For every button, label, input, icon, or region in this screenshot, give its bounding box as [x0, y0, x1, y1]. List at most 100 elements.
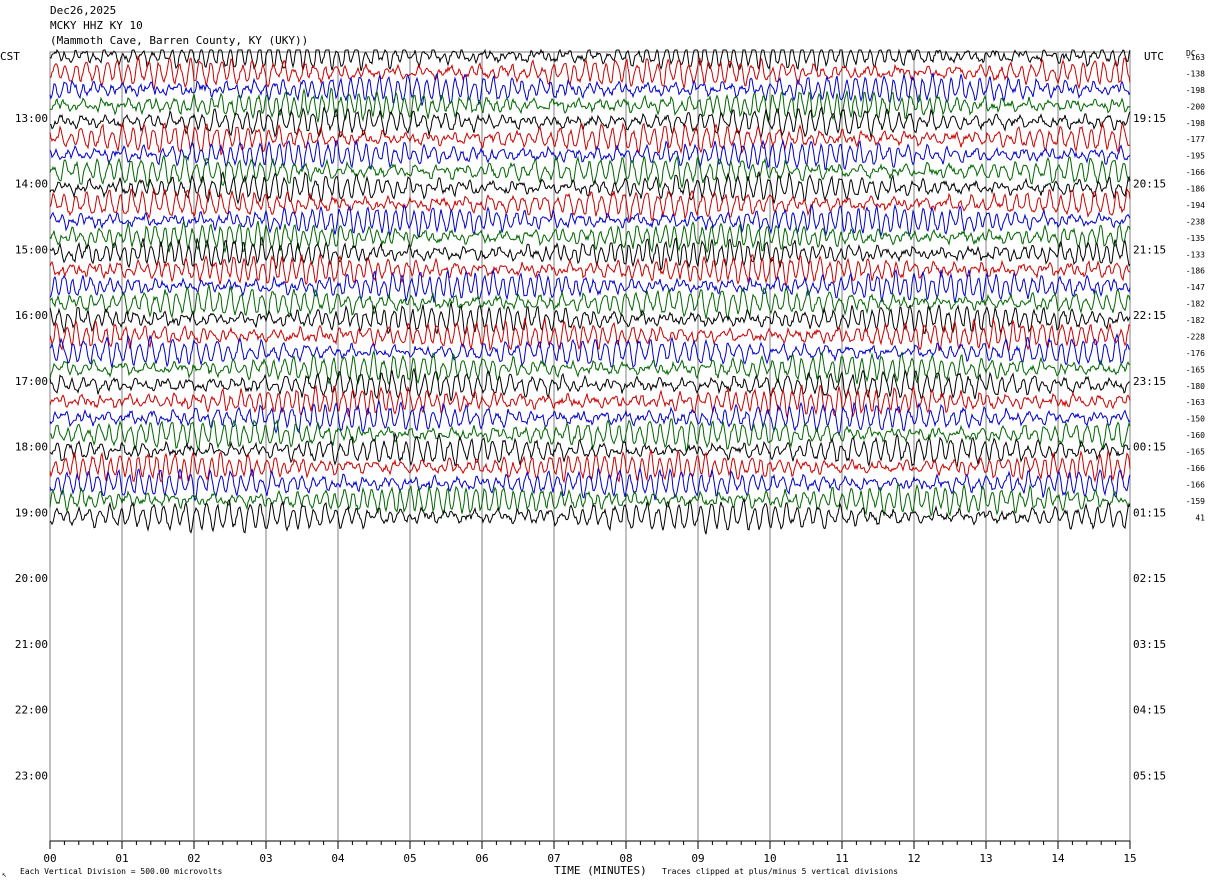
- dc-offset-label: -135: [1186, 234, 1205, 243]
- dc-offset-label: -150: [1186, 415, 1205, 424]
- seismic-trace: [49, 384, 1131, 418]
- right-hour-label: 04:15: [1133, 704, 1166, 717]
- left-hour-label: 23:00: [15, 769, 48, 782]
- x-tick-label: 02: [187, 852, 200, 865]
- x-tick-label: 13: [979, 852, 992, 865]
- seismic-trace: [49, 55, 1131, 91]
- seismic-trace: [49, 203, 1131, 238]
- dc-offset-label: -165: [1186, 365, 1205, 374]
- left-hour-label: 18:00: [15, 441, 48, 454]
- dc-offset-label: -194: [1186, 201, 1205, 210]
- dc-header-label: DC: [1186, 49, 1196, 58]
- seismic-trace: [49, 235, 1131, 272]
- station-label: MCKY HHZ KY 10: [50, 19, 143, 32]
- seismic-trace: [49, 431, 1131, 468]
- seismic-trace: [49, 121, 1131, 156]
- seismic-trace: [49, 497, 1131, 535]
- seismic-trace: [49, 48, 1131, 73]
- seismic-trace: [49, 367, 1131, 402]
- seismic-trace: [49, 418, 1131, 453]
- x-tick-label: 12: [907, 852, 920, 865]
- x-tick-label: 15: [1123, 852, 1136, 865]
- dc-offset-label: 41: [1195, 513, 1205, 522]
- dc-offset-label: -159: [1186, 497, 1205, 506]
- seismic-trace: [49, 87, 1131, 123]
- left-hour-label: 20:00: [15, 572, 48, 585]
- seismic-trace: [49, 252, 1131, 287]
- seismic-trace: [49, 399, 1131, 437]
- right-hour-label: 03:15: [1133, 638, 1166, 651]
- corner-glyph: ↖: [2, 870, 7, 879]
- dc-offset-label: -198: [1186, 86, 1205, 95]
- right-hour-label: 00:15: [1133, 441, 1166, 454]
- x-axis-title: TIME (MINUTES): [554, 864, 647, 877]
- right-timezone-label: UTC: [1144, 50, 1164, 63]
- seismic-trace: [49, 332, 1131, 368]
- x-tick-label: 05: [403, 852, 416, 865]
- seismic-trace: [49, 349, 1131, 386]
- dc-offset-label: -166: [1186, 480, 1205, 489]
- seismic-trace: [49, 139, 1131, 171]
- location-label: (Mammoth Cave, Barren County, KY (UKY)): [50, 34, 309, 47]
- seismic-trace: [49, 71, 1131, 106]
- x-tick-label: 14: [1051, 852, 1065, 865]
- x-tick-label: 01: [115, 852, 128, 865]
- x-tick-label: 00: [43, 852, 56, 865]
- seismic-trace: [49, 170, 1131, 205]
- x-tick-label: 11: [835, 852, 848, 865]
- dc-offset-label: -163: [1186, 53, 1205, 62]
- right-hour-label: 02:15: [1133, 572, 1166, 585]
- seismic-trace: [49, 449, 1131, 484]
- seismic-trace: [49, 220, 1131, 254]
- left-hour-label: 17:00: [15, 375, 48, 388]
- dc-offset-label: -166: [1186, 464, 1205, 473]
- x-tick-label: 08: [619, 852, 632, 865]
- dc-offset-label: -238: [1186, 217, 1205, 226]
- seismic-trace: [49, 154, 1131, 189]
- dc-offset-label: -186: [1186, 185, 1205, 194]
- left-hour-label: 15:00: [15, 243, 48, 256]
- right-hour-label: 21:15: [1133, 243, 1166, 256]
- right-hour-label: 20:15: [1133, 178, 1166, 191]
- left-hour-label: 13:00: [15, 112, 48, 125]
- date-label: Dec26,2025: [50, 4, 117, 17]
- dc-offset-label: -176: [1186, 349, 1205, 358]
- vertical-division-note: Each Vertical Division = 500.00 microvol…: [20, 867, 223, 876]
- right-hour-label: 23:15: [1133, 375, 1166, 388]
- x-tick-label: 10: [763, 852, 776, 865]
- dc-offset-label: -186: [1186, 267, 1205, 276]
- x-tick-label: 09: [691, 852, 704, 865]
- dc-offset-label: -165: [1186, 448, 1205, 457]
- dc-offset-label: -182: [1186, 300, 1205, 309]
- dc-offset-label: -198: [1186, 119, 1205, 128]
- right-hour-label: 19:15: [1133, 112, 1166, 125]
- left-hour-label: 21:00: [15, 638, 48, 651]
- right-hour-label: 05:15: [1133, 769, 1166, 782]
- dc-offset-label: -147: [1186, 283, 1205, 292]
- x-tick-label: 06: [475, 852, 488, 865]
- dc-offset-label: -180: [1186, 382, 1205, 391]
- seismic-trace: [49, 187, 1131, 222]
- left-hour-label: 22:00: [15, 704, 48, 717]
- seismic-trace: [49, 481, 1131, 518]
- x-tick-label: 04: [331, 852, 345, 865]
- seismic-trace: [49, 466, 1131, 502]
- left-hour-label: 19:00: [15, 506, 48, 519]
- left-hour-label: 14:00: [15, 178, 48, 191]
- x-tick-label: 03: [259, 852, 272, 865]
- dc-offset-label: -138: [1186, 69, 1205, 78]
- dc-offset-label: -163: [1186, 398, 1205, 407]
- seismic-trace: [49, 302, 1131, 337]
- right-hour-label: 22:15: [1133, 309, 1166, 322]
- x-tick-label: 07: [547, 852, 560, 865]
- dc-offset-label: -195: [1186, 152, 1205, 161]
- left-hour-label: 16:00: [15, 309, 48, 322]
- clipping-note: Traces clipped at plus/minus 5 vertical …: [662, 867, 899, 876]
- dc-offset-label: -160: [1186, 431, 1205, 440]
- dc-offset-label: -177: [1186, 135, 1205, 144]
- dc-offset-label: -182: [1186, 316, 1205, 325]
- dc-offset-label: -200: [1186, 102, 1205, 111]
- left-timezone-label: CST: [0, 50, 20, 63]
